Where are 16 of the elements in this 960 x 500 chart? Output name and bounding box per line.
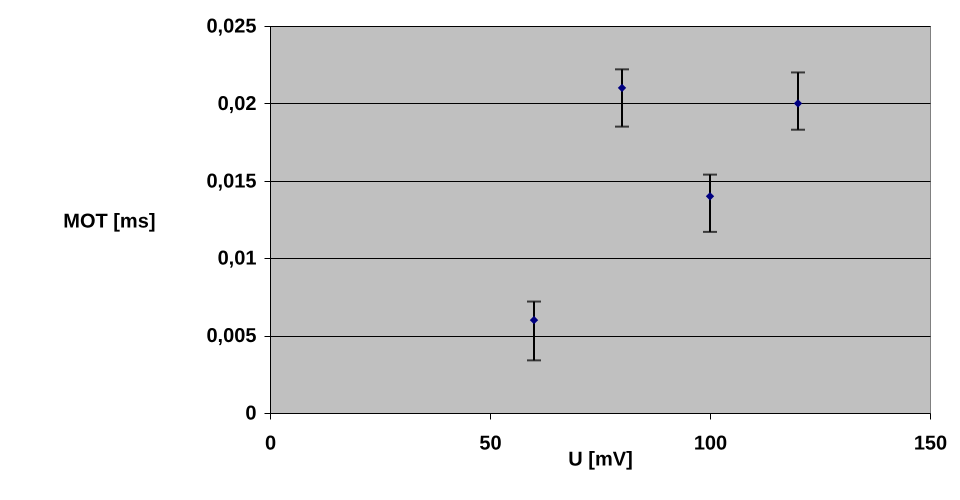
x-tick-label: 100 [694, 432, 728, 454]
point [794, 99, 802, 108]
y-tick-label: 0,02 [218, 92, 256, 115]
y-tick-label: 0,005 [206, 325, 256, 348]
point [530, 316, 538, 324]
y-tick-label: 0,015 [206, 170, 256, 192]
y-tick-label: 0 [245, 402, 256, 424]
y-tick-label: 0,025 [206, 16, 256, 38]
x-axis-title: U [mV] [568, 448, 633, 470]
x-tick-label: 150 [914, 432, 948, 454]
x-tick-label: 50 [479, 432, 502, 454]
point [706, 192, 714, 200]
point [618, 84, 626, 92]
y-tick-label: 0,01 [218, 248, 256, 270]
x-tick-label: 0 [264, 432, 276, 454]
y-axis-title: MOT [ms] [63, 210, 156, 232]
